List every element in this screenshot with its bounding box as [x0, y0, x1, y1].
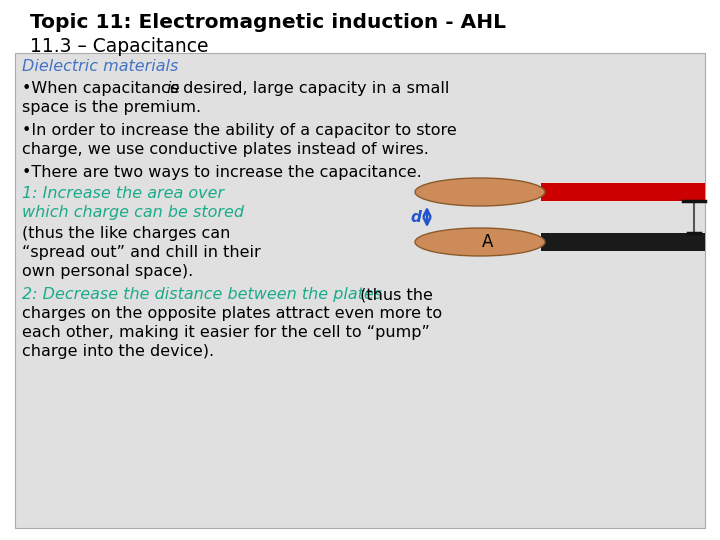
Text: •When capacitance: •When capacitance [22, 81, 185, 96]
Text: 2: Decrease the distance between the plates: 2: Decrease the distance between the pla… [22, 287, 382, 302]
Ellipse shape [415, 178, 545, 206]
FancyBboxPatch shape [15, 53, 705, 528]
Text: charge into the device).: charge into the device). [22, 344, 214, 359]
Text: each other, making it easier for the cell to “pump”: each other, making it easier for the cel… [22, 325, 430, 340]
Text: Topic 11: Electromagnetic induction - AHL: Topic 11: Electromagnetic induction - AH… [30, 13, 506, 32]
Bar [541, 183, 705, 201]
Text: (thus the: (thus the [355, 287, 433, 302]
Text: Dielectric materials: Dielectric materials [22, 59, 179, 74]
Bar [541, 233, 705, 251]
Text: which charge can be stored: which charge can be stored [22, 205, 244, 220]
Text: •There are two ways to increase the capacitance.: •There are two ways to increase the capa… [22, 165, 422, 180]
Text: desired, large capacity in a small: desired, large capacity in a small [178, 81, 449, 96]
Text: A: A [482, 233, 494, 251]
Text: is: is [166, 81, 179, 96]
Text: 11.3 – Capacitance: 11.3 – Capacitance [30, 37, 209, 56]
Text: •In order to increase the ability of a capacitor to store: •In order to increase the ability of a c… [22, 123, 456, 138]
Ellipse shape [415, 228, 545, 256]
Text: charges on the opposite plates attract even more to: charges on the opposite plates attract e… [22, 306, 442, 321]
Text: (thus the like charges can: (thus the like charges can [22, 226, 230, 241]
Text: own personal space).: own personal space). [22, 264, 193, 279]
Text: d: d [410, 210, 421, 225]
Text: “spread out” and chill in their: “spread out” and chill in their [22, 245, 261, 260]
Text: charge, we use conductive plates instead of wires.: charge, we use conductive plates instead… [22, 142, 429, 157]
Text: space is the premium.: space is the premium. [22, 100, 201, 115]
Text: 1: Increase the area over: 1: Increase the area over [22, 186, 224, 201]
